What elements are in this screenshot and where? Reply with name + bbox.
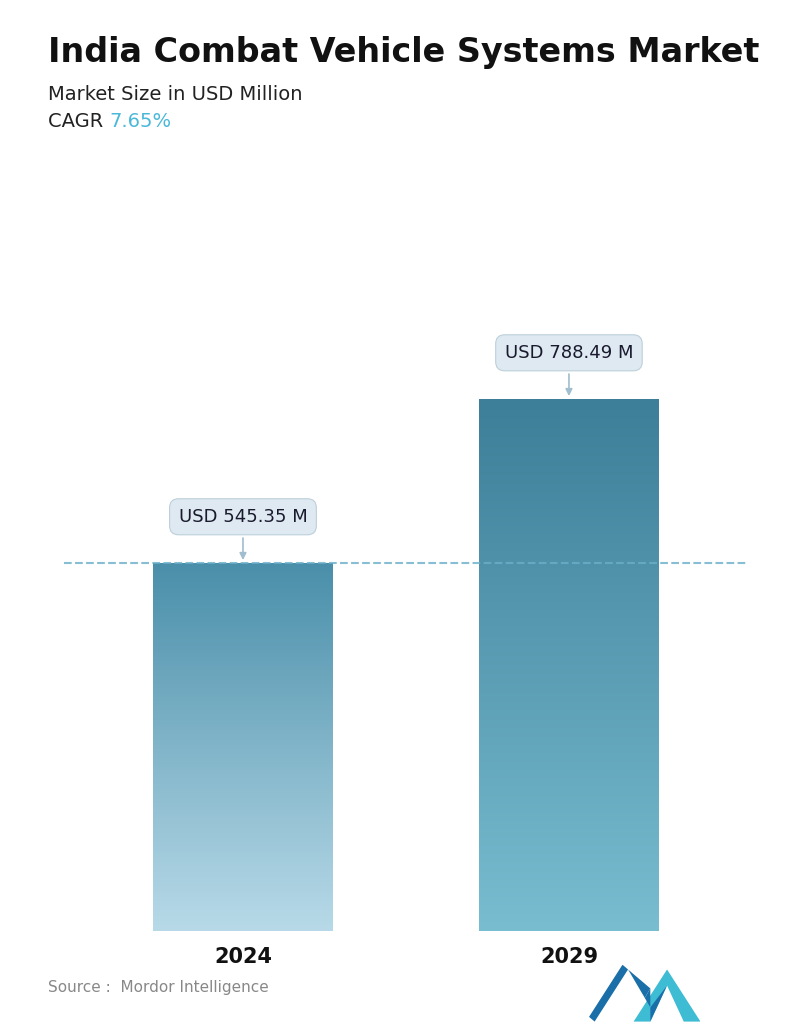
Polygon shape <box>589 965 650 1022</box>
Text: USD 788.49 M: USD 788.49 M <box>505 343 633 394</box>
Text: Market Size in USD Million: Market Size in USD Million <box>48 85 302 103</box>
Polygon shape <box>634 970 700 1022</box>
Text: USD 545.35 M: USD 545.35 M <box>178 508 307 558</box>
Polygon shape <box>645 985 667 1022</box>
Text: CAGR: CAGR <box>48 112 109 130</box>
Text: India Combat Vehicle Systems Market: India Combat Vehicle Systems Market <box>48 36 759 69</box>
Text: Source :  Mordor Intelligence: Source : Mordor Intelligence <box>48 979 268 995</box>
Text: 7.65%: 7.65% <box>110 112 172 130</box>
